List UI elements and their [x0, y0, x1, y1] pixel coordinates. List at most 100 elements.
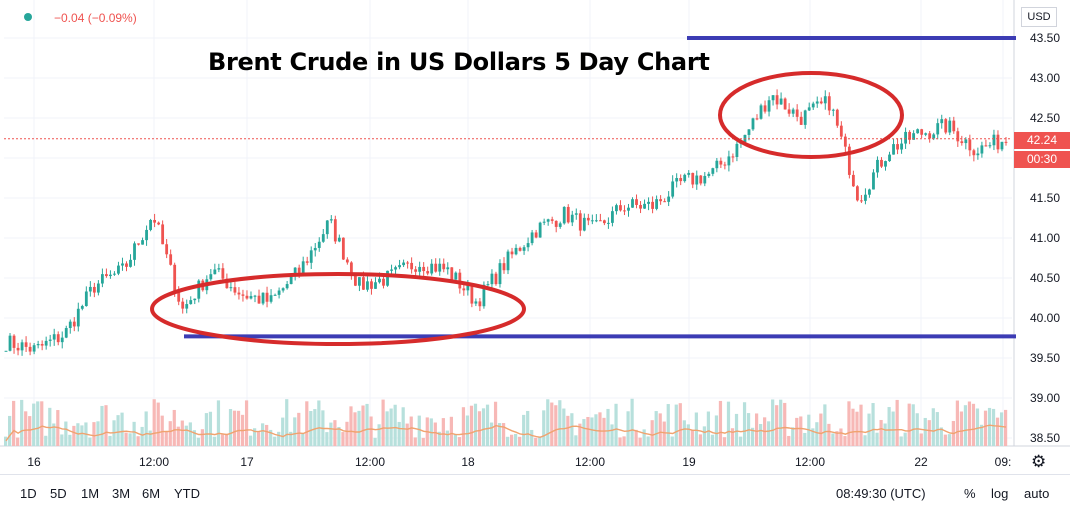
- volume-bar: [1003, 409, 1008, 446]
- volume-bar: [281, 417, 285, 446]
- volume-bar: [759, 423, 763, 446]
- volume-bar: [554, 405, 558, 446]
- volume-bar: [570, 413, 574, 446]
- time-axis[interactable]: 16 12:00 17 12:00 18 12:00 19 12:00 22 09:: [27, 455, 1011, 469]
- candle-body: [932, 134, 936, 139]
- volume-bar: [252, 428, 257, 446]
- volume-bar: [96, 421, 100, 446]
- candle-body: [418, 266, 422, 272]
- volume-bar: [991, 408, 996, 446]
- candle-body: [550, 219, 554, 221]
- candle-body: [60, 337, 64, 343]
- range-ytd-button[interactable]: YTD: [174, 486, 200, 501]
- volume-bar: [244, 400, 249, 446]
- volume-bar: [357, 410, 361, 446]
- range-5d-button[interactable]: 5D: [50, 486, 67, 501]
- volume-bar: [204, 413, 209, 446]
- volume-bar: [662, 421, 666, 446]
- candle-body: [868, 189, 871, 195]
- volume-bar: [481, 408, 486, 446]
- volume-bar: [152, 399, 156, 446]
- candle-body: [538, 222, 542, 238]
- candle-body: [900, 143, 903, 150]
- volume-bar: [907, 403, 911, 446]
- volume-bar: [674, 404, 678, 446]
- time-tick-label: 16: [27, 455, 41, 469]
- candle-body: [799, 116, 803, 125]
- volume-bar: [228, 409, 233, 446]
- candle-body: [64, 328, 68, 338]
- candle-body: [486, 284, 490, 286]
- range-circle-annotation: [150, 272, 526, 346]
- gear-icon[interactable]: ⚙: [1031, 452, 1047, 471]
- candle-body: [803, 110, 807, 125]
- candle-body: [747, 129, 751, 135]
- volume-bar: [706, 411, 711, 446]
- volume-bar: [188, 422, 192, 446]
- candle-body: [570, 214, 574, 223]
- candle-body: [450, 267, 454, 280]
- range-1m-button[interactable]: 1M: [81, 486, 100, 501]
- volume-bar: [682, 420, 686, 446]
- volume-bar: [518, 436, 522, 446]
- volume-bar: [887, 407, 891, 446]
- candle-body: [843, 136, 847, 147]
- volume-bar: [522, 414, 526, 446]
- utc-clock[interactable]: 08:49:30 (UTC): [836, 486, 926, 501]
- log-toggle[interactable]: log: [991, 486, 1009, 501]
- volume-bar: [803, 432, 807, 446]
- volume-bar: [224, 433, 229, 446]
- range-3m-button[interactable]: 3M: [112, 486, 131, 501]
- volume-bar: [16, 437, 20, 446]
- range-1d-button[interactable]: 1D: [20, 486, 37, 501]
- range-6m-button[interactable]: 6M: [142, 486, 161, 501]
- price-tick-label: 41.00: [1030, 231, 1060, 245]
- candle-body: [362, 277, 365, 290]
- price-axis[interactable]: 43.5043.0042.5042.0041.5041.0040.5040.00…: [1030, 31, 1060, 445]
- volume-ma-line: [5, 424, 1007, 442]
- candle-body: [454, 272, 458, 280]
- volume-bar: [449, 416, 453, 446]
- chart-title: Brent Crude in US Dollars 5 Day Chart: [208, 48, 710, 76]
- candle-body: [775, 95, 779, 105]
- volume-bar: [702, 426, 706, 446]
- volume-bar: [184, 425, 188, 446]
- candle-body: [896, 144, 899, 150]
- candle-body: [795, 109, 799, 117]
- volume-bar: [441, 418, 445, 446]
- volume-bar: [40, 401, 44, 446]
- volume-bar: [361, 405, 365, 446]
- volume-bar: [309, 411, 313, 446]
- candle-body: [297, 267, 301, 273]
- volume-bar: [602, 417, 606, 446]
- candle-body: [763, 105, 767, 112]
- volume-bar: [638, 437, 642, 446]
- currency-badge[interactable]: USD: [1021, 7, 1057, 27]
- candle-body: [462, 288, 466, 291]
- candle-body: [892, 144, 895, 155]
- volume-bar: [373, 437, 377, 446]
- candle-body: [105, 274, 108, 277]
- volume-bar: [578, 423, 582, 446]
- candle-body: [888, 154, 891, 162]
- volume-bar: [855, 411, 859, 446]
- percent-toggle[interactable]: %: [964, 486, 976, 501]
- volume-bar: [726, 401, 731, 446]
- volume-bar: [501, 423, 506, 446]
- volume-bar: [610, 424, 614, 446]
- candle-body: [257, 295, 261, 304]
- volume-bar: [497, 423, 502, 446]
- auto-toggle[interactable]: auto: [1024, 486, 1050, 501]
- volume-bar: [839, 428, 843, 446]
- volume-bar: [76, 423, 80, 446]
- candle-body: [619, 205, 622, 211]
- volume-bar: [369, 416, 373, 446]
- candle-body: [751, 118, 755, 130]
- volume-bar: [642, 429, 646, 446]
- volume-bar: [694, 412, 698, 446]
- candle-body: [847, 146, 851, 175]
- candle-body: [394, 267, 397, 270]
- candle-body: [121, 263, 124, 266]
- volume-bar: [983, 410, 988, 446]
- volume-bar: [409, 416, 413, 446]
